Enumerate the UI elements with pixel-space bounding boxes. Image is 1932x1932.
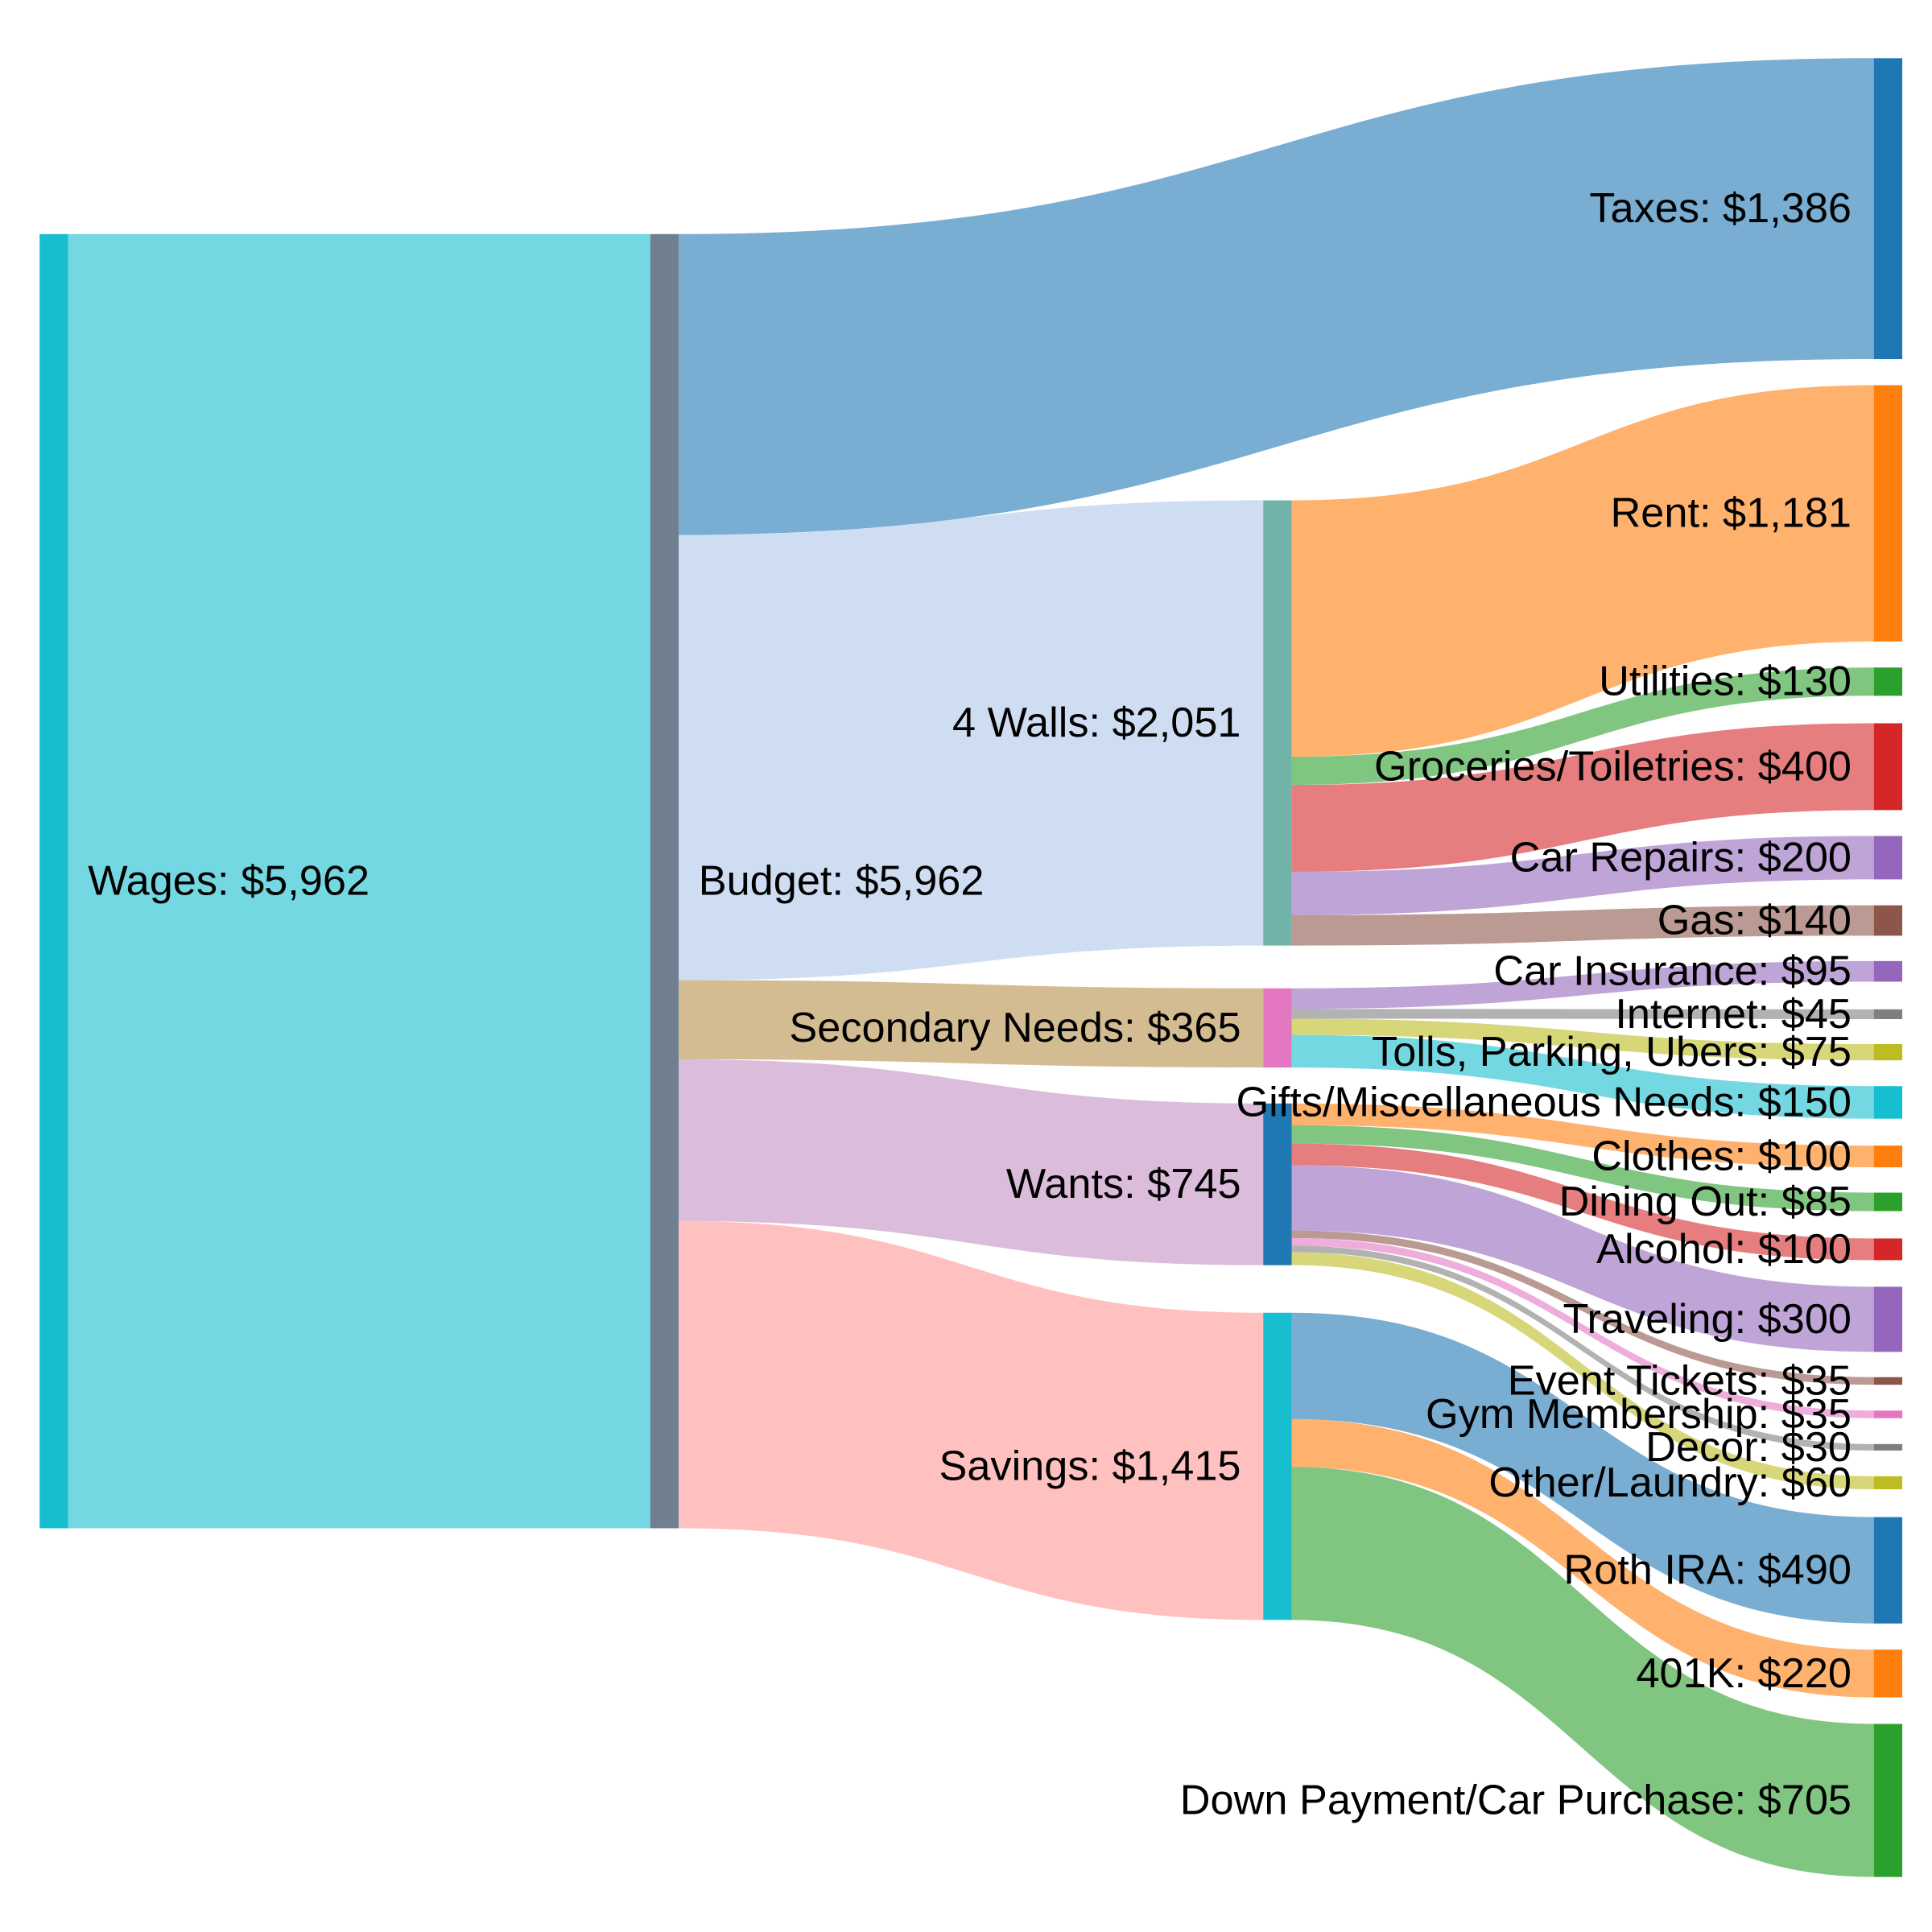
node-down-payment-car-purchase[interactable]: [1873, 1724, 1903, 1877]
node-label-401k: 401K: $220: [1636, 1650, 1852, 1697]
node-label-rent: Rent: $1,181: [1611, 490, 1852, 537]
node-label-taxes: Taxes: $1,386: [1589, 185, 1852, 232]
node-label-tolls-parking-ubers: Tolls, Parking, Ubers: $75: [1372, 1029, 1852, 1075]
node-budget[interactable]: [650, 233, 679, 1529]
link-wants-to-alcohol[interactable]: [1291, 1143, 1874, 1261]
node-label-other-laundry: Other/Laundry: $60: [1488, 1459, 1852, 1506]
link-wants-to-traveling[interactable]: [1291, 1165, 1874, 1352]
node-gas[interactable]: [1873, 905, 1903, 936]
labels-layer: Wages: $5,962 Budget: $5,962 Taxes: $1,386…: [88, 185, 1852, 1823]
link-secondary-needs-to-internet[interactable]: [1291, 1009, 1874, 1019]
node-taxes[interactable]: [1873, 58, 1903, 360]
node-wants[interactable]: [1263, 1103, 1292, 1265]
link-4-walls-to-gas[interactable]: [1291, 905, 1874, 946]
node-decor[interactable]: [1873, 1443, 1903, 1451]
link-4-walls-to-utilities[interactable]: [1291, 667, 1874, 786]
node-label-decor: Decor: $30: [1645, 1424, 1852, 1471]
link-4-walls-to-groceries-toiletries[interactable]: [1291, 723, 1874, 872]
node-label-clothes: Clothes: $100: [1591, 1133, 1852, 1179]
node-traveling[interactable]: [1873, 1286, 1903, 1352]
node-label-dining-out: Dining Out: $85: [1559, 1179, 1852, 1225]
link-wants-to-dining-out[interactable]: [1291, 1125, 1874, 1212]
node-label-4-walls: 4 Walls: $2,051: [952, 700, 1241, 746]
link-wants-to-gym-membership[interactable]: [1291, 1237, 1874, 1418]
node-label-down-payment-car-purchase: Down Payment/Car Purchase: $705: [1180, 1777, 1852, 1823]
node-label-car-repairs: Car Repairs: $200: [1510, 834, 1852, 881]
node-label-alcohol: Alcohol: $100: [1596, 1226, 1852, 1273]
node-label-secondary-needs: Secondary Needs: $365: [789, 1005, 1241, 1051]
node-label-budget: Budget: $5,962: [699, 858, 985, 905]
node-event-tickets[interactable]: [1873, 1377, 1903, 1385]
node-label-car-insurance: Car Insurance: $95: [1493, 948, 1852, 995]
node-gifts-miscellaneous-needs[interactable]: [1873, 1086, 1903, 1119]
node-label-utilities: Utilities: $130: [1599, 658, 1852, 705]
node-roth-ira[interactable]: [1873, 1517, 1903, 1624]
link-savings-to-down-payment-car-purchase[interactable]: [1291, 1467, 1874, 1877]
node-label-event-tickets: Event Tickets: $35: [1508, 1357, 1852, 1404]
link-wants-to-clothes[interactable]: [1291, 1103, 1874, 1168]
node-4-walls[interactable]: [1263, 500, 1292, 946]
node-label-savings: Savings: $1,415: [939, 1443, 1241, 1489]
link-4-walls-to-rent[interactable]: [1291, 385, 1874, 758]
node-tolls-parking-ubers[interactable]: [1873, 1043, 1903, 1061]
node-secondary-needs[interactable]: [1263, 988, 1292, 1068]
links-layer: [68, 58, 1874, 1877]
link-savings-to-401k[interactable]: [1291, 1418, 1874, 1698]
node-label-traveling: Traveling: $300: [1563, 1296, 1852, 1343]
node-label-groceries-toiletries: Groceries/Toiletries: $400: [1374, 743, 1852, 790]
link-wages-to-budget[interactable]: [68, 233, 650, 1529]
link-secondary-needs-to-tolls-parking-ubers[interactable]: [1291, 1018, 1874, 1061]
node-label-wants: Wants: $745: [1006, 1161, 1241, 1208]
node-label-wages: Wages: $5,962: [88, 858, 369, 905]
nodes-layer: [39, 58, 1903, 1877]
link-savings-to-roth-ira[interactable]: [1291, 1312, 1874, 1624]
node-label-gifts-miscellaneous-needs: Gifts/Miscellaneous Needs: $150: [1236, 1079, 1852, 1125]
node-label-gym-membership: Gym Membership: $35: [1426, 1391, 1852, 1438]
node-label-internet: Internet: $45: [1615, 991, 1852, 1038]
node-car-repairs[interactable]: [1873, 836, 1903, 880]
link-budget-to-savings[interactable]: [679, 1220, 1264, 1620]
link-budget-to-secondary-needs[interactable]: [679, 980, 1264, 1068]
node-savings[interactable]: [1263, 1312, 1292, 1620]
link-wants-to-decor[interactable]: [1291, 1245, 1874, 1451]
link-wants-to-event-tickets[interactable]: [1291, 1230, 1874, 1385]
node-groceries-toiletries[interactable]: [1873, 723, 1903, 811]
link-secondary-needs-to-gifts-miscellaneous-needs[interactable]: [1291, 1034, 1874, 1119]
node-dining-out[interactable]: [1873, 1192, 1903, 1212]
node-internet[interactable]: [1873, 1009, 1903, 1019]
node-alcohol[interactable]: [1873, 1238, 1903, 1261]
node-label-gas: Gas: $140: [1657, 897, 1852, 943]
link-budget-to-wants[interactable]: [679, 1059, 1264, 1265]
node-utilities[interactable]: [1873, 667, 1903, 696]
node-wages[interactable]: [39, 233, 68, 1529]
node-rent[interactable]: [1873, 385, 1903, 642]
node-clothes[interactable]: [1873, 1146, 1903, 1168]
link-budget-to-4-walls[interactable]: [679, 500, 1264, 980]
node-other-laundry[interactable]: [1873, 1476, 1903, 1490]
link-secondary-needs-to-car-insurance[interactable]: [1291, 960, 1874, 1009]
link-wants-to-other-laundry[interactable]: [1291, 1252, 1874, 1490]
link-4-walls-to-car-repairs[interactable]: [1291, 836, 1874, 915]
link-budget-to-taxes[interactable]: [679, 58, 1874, 535]
node-401k[interactable]: [1873, 1649, 1903, 1698]
node-gym-membership[interactable]: [1873, 1410, 1903, 1418]
node-label-roth-ira: Roth IRA: $490: [1563, 1547, 1852, 1594]
node-car-insurance[interactable]: [1873, 960, 1903, 982]
